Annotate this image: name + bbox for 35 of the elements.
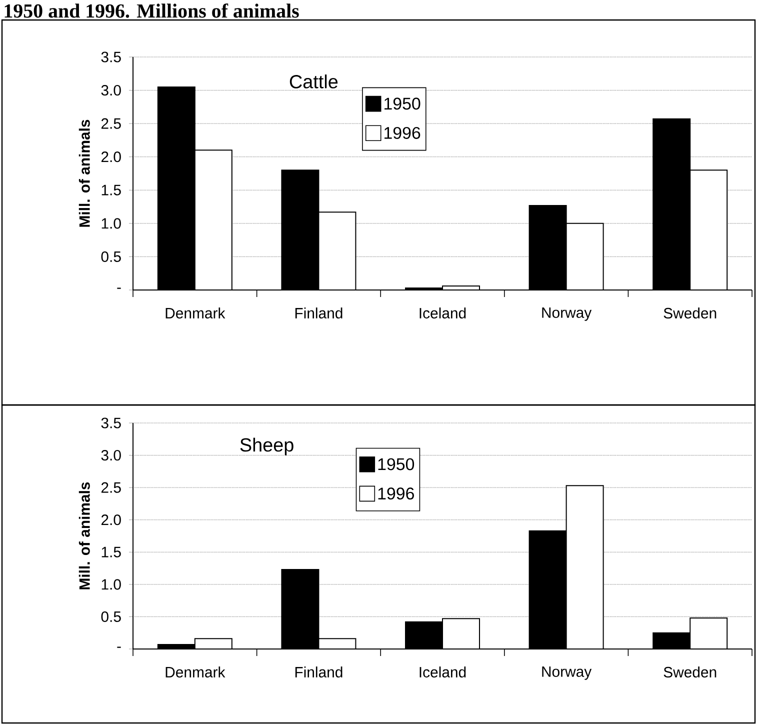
y-axis-title: Mill. of animals [78, 120, 90, 227]
x-tick-label: Iceland [420, 666, 466, 678]
chart-title: 1950 and 1996. Millions of animals [4, 3, 299, 18]
y-tick-label: 2.5 [101, 118, 121, 129]
x-tick-label: Finland [295, 308, 342, 318]
y-tick-label: 0.5 [101, 611, 121, 622]
legend-label: 1996 [384, 126, 420, 139]
y-tick-label: 1.0 [102, 218, 121, 229]
y-tick-label: 2.0 [101, 514, 121, 526]
y-tick-label: 3.0 [101, 84, 121, 96]
legend-label: 1950 [378, 458, 414, 470]
y-tick-label: 1.5 [102, 546, 121, 558]
x-tick-label: Finland [295, 666, 342, 678]
y-tick-label: 3.5 [101, 418, 121, 428]
y-tick-label: - [117, 288, 121, 289]
y-tick-label: 3.0 [101, 450, 121, 461]
y-tick-label: 2.5 [101, 482, 121, 493]
text: Cattle [290, 74, 338, 88]
legend-label: 1996 [378, 488, 414, 500]
x-tick-label: Norway [542, 308, 592, 321]
x-tick-label: Sweden [664, 308, 716, 318]
y-tick-label: 0.5 [101, 251, 121, 262]
text: Sheep [240, 438, 294, 456]
y-tick-label: 2.0 [101, 152, 121, 162]
x-tick-label: Iceland [420, 308, 466, 318]
y-axis-title: Mill. of animals [78, 482, 90, 590]
y-tick-label: 3.5 [101, 52, 121, 62]
y-tick-label: 1.5 [102, 184, 121, 196]
x-tick-label: Norway [542, 666, 592, 680]
y-tick-label: - [117, 646, 121, 648]
x-tick-label: Sweden [664, 666, 716, 678]
x-tick-label: Denmark [166, 666, 226, 678]
y-tick-label: 1.0 [102, 579, 121, 590]
x-tick-label: Denmark [166, 308, 226, 318]
legend-label: 1950 [384, 98, 420, 110]
